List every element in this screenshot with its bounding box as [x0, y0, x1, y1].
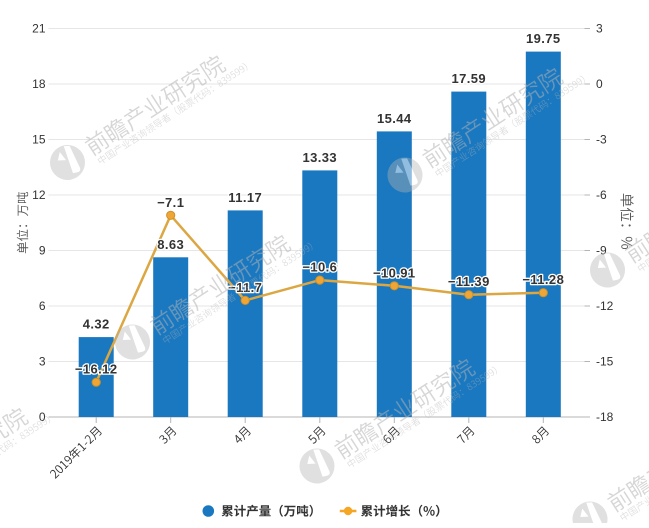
svg-text:-12: -12 — [596, 299, 614, 313]
svg-text:19.75: 19.75 — [526, 31, 561, 46]
svg-text:6: 6 — [39, 299, 46, 313]
svg-text:9: 9 — [39, 244, 46, 258]
svg-text:13.33: 13.33 — [303, 150, 338, 165]
svg-text:−10.91: −10.91 — [373, 265, 416, 280]
svg-text:11.17: 11.17 — [228, 190, 262, 205]
svg-text:3: 3 — [596, 22, 603, 36]
svg-text:-9: -9 — [596, 244, 607, 258]
svg-text:−11.39: −11.39 — [448, 274, 490, 289]
svg-text:0: 0 — [596, 77, 603, 91]
svg-text:−7.1: −7.1 — [157, 195, 184, 210]
svg-text:−11.28: −11.28 — [522, 272, 564, 287]
svg-text:0: 0 — [39, 410, 46, 424]
svg-text:15: 15 — [32, 133, 46, 147]
svg-text:-3: -3 — [596, 133, 607, 147]
svg-text:-6: -6 — [596, 188, 607, 202]
svg-text:12: 12 — [32, 188, 46, 202]
svg-text:−10.6: −10.6 — [302, 260, 337, 275]
svg-text:3: 3 — [39, 355, 46, 369]
svg-text:18: 18 — [32, 77, 46, 91]
svg-text:21: 21 — [32, 22, 46, 36]
svg-text:15.44: 15.44 — [377, 111, 412, 126]
svg-text:17.59: 17.59 — [452, 71, 487, 86]
svg-text:-18: -18 — [596, 410, 614, 424]
svg-text:4.32: 4.32 — [83, 317, 110, 332]
svg-text:-15: -15 — [596, 355, 614, 369]
svg-text:8.63: 8.63 — [157, 237, 184, 252]
svg-text:−16.12: −16.12 — [75, 362, 118, 377]
